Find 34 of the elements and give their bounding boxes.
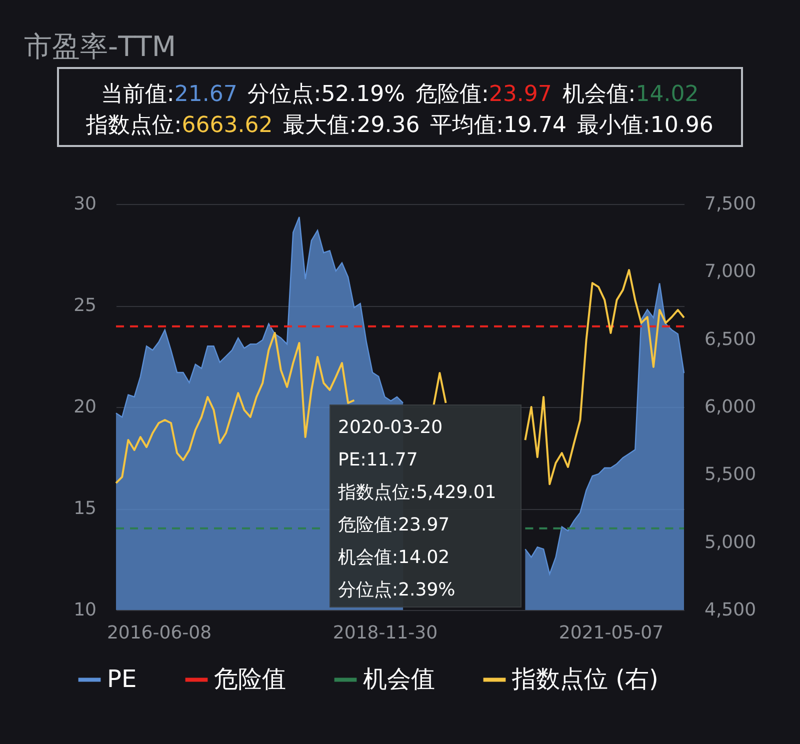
annotation: 危险值:23.97 [338,514,450,536]
legend-label: 危险值 [214,664,286,693]
x-tick-label: 2018-11-30 [332,622,438,644]
y-tick-label: 20 [74,396,96,418]
chart-title: 市盈率-TTM [24,30,176,63]
y-tick-label: 30 [74,194,96,214]
y2-tick-label: 7,000 [704,261,756,282]
text: 平均值:19.74 [430,113,567,138]
annotation: 2020-03-20 [338,417,443,438]
annotation: 机会值:14.02 [338,547,450,568]
y-tick-label: 15 [74,498,96,519]
y2-tick-label: 6,000 [704,396,756,418]
x-tick-label: 2021-05-07 [558,622,664,644]
y2-tick-label: 4,500 [704,600,756,620]
y2-tick-label: 6,500 [704,328,756,350]
text: 最小值:10.96 [576,113,714,138]
text: 分位点:52.19% [248,82,406,107]
text: 危险值:23.97 [415,82,552,107]
text: 最大值:29.36 [283,113,420,138]
annotation: 指数点位:5,429.01 [337,482,496,503]
annotation: PE:11.77 [338,450,418,470]
legend-label: 机会值 [363,664,435,693]
text: 机会值:14.02 [562,82,699,107]
text: 指数点位:6663.62 [85,113,273,138]
y-tick-label: 10 [74,600,96,620]
text: 当前值:21.67 [100,82,238,107]
x-tick-label: 2016-06-08 [106,622,212,644]
y2-tick-label: 7,500 [704,194,756,214]
annotation: 分位点:2.39% [338,580,456,600]
legend-label: PE [107,664,137,693]
y2-tick-label: 5,000 [704,532,756,553]
y2-tick-label: 5,500 [704,464,756,486]
legend-label: 指数点位 (右) [511,664,658,693]
y-tick-label: 25 [74,295,96,316]
